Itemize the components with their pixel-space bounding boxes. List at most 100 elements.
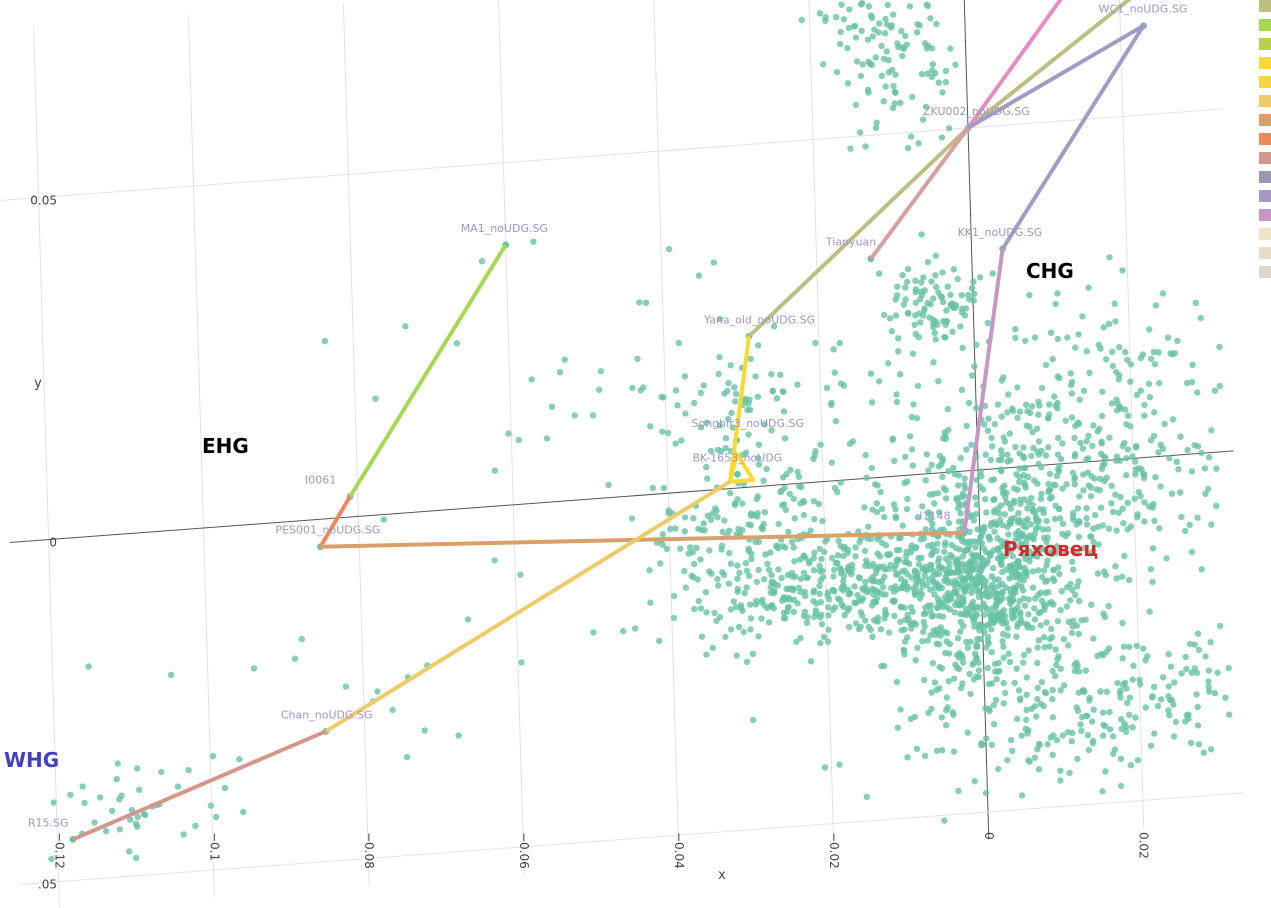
data-point <box>620 627 627 635</box>
legend-swatch[interactable] <box>1259 95 1271 107</box>
data-point <box>914 644 921 651</box>
data-point <box>1056 374 1063 382</box>
data-point <box>1071 434 1078 442</box>
data-point <box>1049 355 1056 363</box>
legend-swatch[interactable] <box>1259 190 1271 202</box>
data-point <box>1202 653 1209 660</box>
data-point <box>968 441 975 448</box>
data-point <box>975 565 982 572</box>
data-point <box>862 451 869 459</box>
data-point <box>764 560 771 567</box>
legend-swatch[interactable] <box>1259 152 1271 164</box>
data-point <box>672 440 679 447</box>
data-point <box>1045 588 1052 596</box>
legend-swatch[interactable] <box>1259 0 1271 12</box>
data-point <box>1052 672 1059 680</box>
data-point <box>1182 653 1189 661</box>
data-point <box>634 355 641 362</box>
data-point <box>1144 653 1151 660</box>
data-point <box>958 309 966 316</box>
sample-label: MA1_noUDG.SG <box>461 222 548 235</box>
legend-swatch[interactable] <box>1259 19 1271 31</box>
legend-swatch[interactable] <box>1259 247 1271 259</box>
legend-swatch[interactable] <box>1259 266 1271 278</box>
data-point <box>681 514 689 521</box>
data-point <box>1085 284 1092 291</box>
data-point <box>909 608 916 615</box>
data-point <box>987 456 994 464</box>
data-point <box>1083 505 1090 512</box>
data-point <box>1074 755 1081 762</box>
data-point <box>830 573 837 580</box>
data-point <box>930 567 937 575</box>
data-point <box>846 6 853 13</box>
data-point <box>1013 471 1020 478</box>
data-point <box>782 615 789 622</box>
legend-swatch[interactable] <box>1259 114 1271 126</box>
data-point <box>870 591 877 598</box>
data-point <box>1088 601 1095 608</box>
data-point <box>1015 510 1022 517</box>
data-point <box>891 88 899 96</box>
data-point <box>968 538 975 545</box>
data-point <box>767 589 775 596</box>
data-point <box>973 404 980 412</box>
data-point <box>783 470 790 478</box>
data-point <box>897 534 904 542</box>
data-point <box>1045 526 1052 533</box>
data-point <box>298 635 305 643</box>
x-grid-line <box>498 0 525 875</box>
data-point <box>941 817 948 824</box>
data-point <box>951 470 959 478</box>
data-point <box>1065 642 1072 649</box>
legend-swatch[interactable] <box>1259 228 1271 240</box>
data-point <box>897 371 904 378</box>
data-point <box>747 522 754 529</box>
data-point <box>1174 337 1181 345</box>
legend-swatch[interactable] <box>1259 133 1271 145</box>
data-point <box>988 626 995 633</box>
legend-swatch[interactable] <box>1259 38 1271 50</box>
data-point <box>800 612 808 620</box>
data-point <box>919 638 926 645</box>
data-point <box>1207 639 1214 646</box>
data-point <box>994 401 1002 408</box>
data-point <box>851 583 858 590</box>
data-point <box>1167 663 1175 670</box>
legend-swatch[interactable] <box>1259 76 1271 88</box>
data-point <box>1178 513 1185 521</box>
data-point <box>787 466 794 473</box>
data-point <box>904 495 911 503</box>
legend-swatch[interactable] <box>1259 209 1271 221</box>
data-point <box>221 784 229 792</box>
data-point <box>1008 515 1015 523</box>
data-point <box>1129 676 1136 683</box>
data-point <box>920 535 928 542</box>
data-point <box>877 626 885 633</box>
data-point <box>1135 488 1143 496</box>
data-point <box>901 604 908 611</box>
data-point <box>810 587 818 594</box>
data-point <box>913 415 921 422</box>
data-point <box>885 551 892 559</box>
y-axis-title: y <box>34 376 42 391</box>
data-point <box>928 278 935 285</box>
data-point <box>1013 665 1020 672</box>
data-point <box>1014 603 1021 611</box>
data-point <box>939 473 946 480</box>
data-point <box>875 29 882 36</box>
data-point <box>940 435 947 442</box>
data-point <box>1029 568 1037 575</box>
data-point <box>113 775 120 783</box>
legend-swatch[interactable] <box>1259 171 1271 183</box>
data-point <box>933 283 940 291</box>
data-point <box>1045 487 1053 494</box>
data-point <box>1062 417 1069 424</box>
data-point <box>782 506 789 514</box>
data-point <box>912 657 919 664</box>
data-point <box>1183 379 1191 387</box>
data-point <box>897 99 904 107</box>
legend-swatch[interactable] <box>1259 57 1271 69</box>
data-point <box>943 694 950 701</box>
